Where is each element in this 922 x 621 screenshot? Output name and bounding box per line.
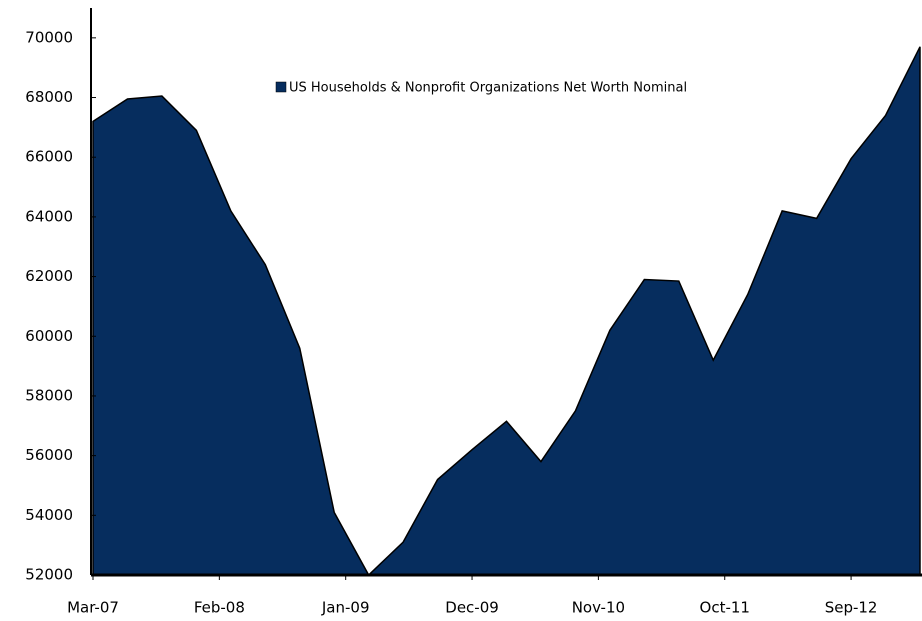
x-tick-label: Feb-08 xyxy=(194,599,245,617)
y-tick-label: 54000 xyxy=(25,506,73,524)
y-tick-label: 68000 xyxy=(25,88,73,106)
y-tick-label: 66000 xyxy=(25,148,73,166)
y-tick-label: 70000 xyxy=(25,28,73,46)
x-tick-label: Dec-09 xyxy=(445,599,499,617)
area xyxy=(92,46,921,577)
legend-swatch xyxy=(275,81,287,93)
y-tick-label: 60000 xyxy=(25,327,73,345)
y-tick-label: 52000 xyxy=(25,566,73,584)
x-tick-label: Nov-10 xyxy=(572,599,625,617)
y-tick-label: 56000 xyxy=(25,446,73,464)
y-tick-label: 64000 xyxy=(25,207,73,225)
y-tick-label: 62000 xyxy=(25,267,73,285)
x-tick-label: Mar-07 xyxy=(67,599,119,617)
x-tick-label: Jan-09 xyxy=(321,599,370,617)
legend-label: US Households & Nonprofit Organizations … xyxy=(289,81,687,96)
x-tick-label: Sep-12 xyxy=(825,599,878,617)
y-tick-label: 58000 xyxy=(25,386,73,404)
x-tick-label: Oct-11 xyxy=(700,599,750,617)
